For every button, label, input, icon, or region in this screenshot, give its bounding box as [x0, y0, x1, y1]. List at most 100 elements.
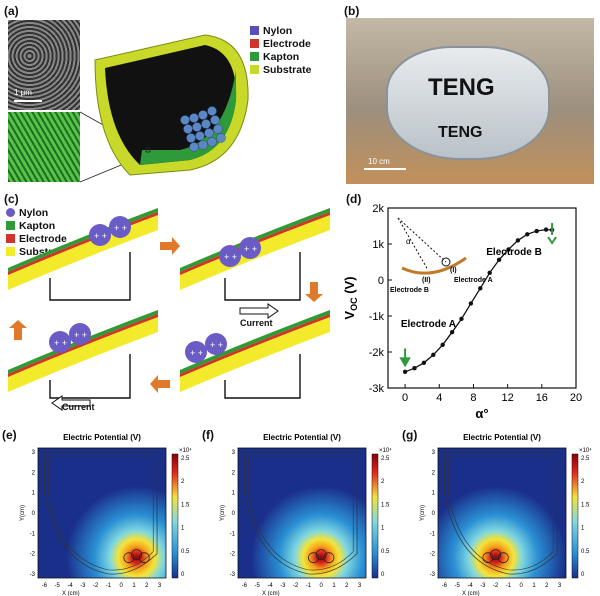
hm-y-tick: 1 [432, 491, 436, 497]
photo-scale-bar [364, 168, 406, 170]
colorbar-tick: 2.5 [181, 456, 190, 462]
y-tick-label: -3k [369, 383, 385, 395]
data-point [412, 366, 417, 371]
panel-f-label: (f) [202, 428, 214, 442]
data-point [421, 360, 427, 365]
inset-electrode-b: Electrode B [390, 287, 429, 294]
hm-x-tick: 2 [145, 583, 149, 589]
heatmap-panel-g: (g) Electric Potential (V) -6 -5 -4 -3 -2 -1 0 1 2… [402, 428, 598, 596]
hm-y-tick: 1 [232, 491, 236, 497]
colorbar-tick: 2 [381, 479, 385, 485]
hm-x-tick: -2 [493, 583, 499, 589]
hm-x-tick: 1 [332, 583, 336, 589]
annotation-electrode-a: Electrode A [401, 319, 456, 330]
hm-x-label: X (cm) [262, 591, 280, 596]
hm-y-tick: 0 [432, 511, 436, 517]
ball-outline [482, 552, 494, 564]
hm-x-tick: -6 [42, 583, 48, 589]
panel-c-label: (c) [4, 192, 19, 206]
heatmap-frame [37, 447, 167, 579]
heatmap-svg: Electric Potential (V) -6 -5 -4 -3 -2 -1 0 1 2 3 3 2… [420, 433, 592, 596]
data-point [468, 301, 474, 306]
inset-label-i: (I) [450, 267, 457, 274]
heatmap-svg: Electric Potential (V) -6 -5 -4 -3 -2 -1 0 1 2 3 3 2… [220, 433, 392, 596]
colorbar [371, 453, 379, 579]
annotation-electrode-b: Electrode B [486, 247, 542, 258]
colorbar-exponent: ×10⁴ [379, 447, 392, 454]
colorbar-tick: 2 [581, 479, 585, 485]
current-label-1: Current [240, 318, 273, 328]
hm-x-tick: -4 [67, 583, 73, 589]
colorbar [171, 453, 179, 579]
x-tick-label: 4 [436, 392, 442, 404]
y-tick-label: 1k [372, 239, 384, 251]
data-point [543, 227, 549, 232]
data-point [515, 238, 521, 243]
hm-x-tick: 3 [358, 583, 362, 589]
data-point [459, 316, 464, 322]
photo-scale-label: 10 cm [368, 157, 390, 166]
colorbar-tick: 2.5 [381, 456, 390, 462]
heatmap-frame [237, 447, 367, 579]
y-tick-label: -1k [369, 311, 385, 323]
heatmap-field [238, 448, 366, 578]
colorbar-tick: 2.5 [581, 456, 590, 462]
device-outline [244, 451, 358, 575]
panel-a-drawing [79, 34, 249, 183]
colorbar-tick: 0.5 [581, 549, 590, 555]
heatmap-row: (e) Electric Potential (V) -6 -5 -4 -3 -2 -1 0 1 2… [0, 428, 600, 596]
hm-y-tick: 3 [232, 450, 236, 456]
hm-y-tick: -2 [430, 552, 436, 558]
hm-x-tick: 1 [532, 583, 536, 589]
heatmap-field [438, 448, 566, 578]
heatmap-svg: Electric Potential (V) -6 -5 -4 -3 -2 -1 0 1 2 3 3 2… [20, 433, 192, 596]
prototype-photo: TENG TENG 10 cm [346, 18, 594, 184]
inset-angle: α [406, 237, 411, 246]
hm-x-tick: -6 [442, 583, 448, 589]
x-tick-label: 0 [402, 392, 408, 404]
panel-e-label: (e) [2, 428, 17, 442]
y-axis-label: VOC (V) [342, 276, 359, 319]
hm-x-tick: -1 [306, 583, 312, 589]
panel-d-label: (d) [346, 192, 362, 206]
colorbar-tick: 0 [581, 572, 585, 578]
panel-g-label: (g) [402, 428, 418, 442]
colorbar-tick: 0.5 [181, 549, 190, 555]
hm-x-tick: -5 [55, 583, 61, 589]
hm-y-tick: -1 [430, 531, 436, 537]
colorbar-tick: 1 [581, 526, 585, 532]
panel-a: (a) 1 μm Nylon Electrode Kapton Substrat… [0, 0, 338, 188]
data-point [478, 286, 483, 291]
ball-outline [138, 552, 150, 564]
hm-x-tick: -2 [93, 583, 99, 589]
colorbar-tick: 1.5 [181, 502, 190, 508]
panel-a-label: (a) [4, 4, 19, 18]
legend-c-nylon: Nylon [6, 206, 67, 219]
heatmap-frame [437, 447, 567, 579]
hm-x-label: X (cm) [462, 591, 480, 596]
hm-y-tick: -2 [30, 552, 36, 558]
hm-x-tick: -1 [506, 583, 512, 589]
hm-x-tick: -3 [80, 583, 86, 589]
hm-x-tick: -4 [467, 583, 473, 589]
hm-x-tick: 1 [132, 583, 136, 589]
data-point [440, 342, 445, 347]
colorbar-exponent: ×10⁴ [579, 447, 592, 454]
sem-scale-label: 1 μm [14, 88, 32, 97]
colorbar-exponent: ×10⁴ [179, 447, 192, 454]
chart-frame [387, 207, 577, 389]
hm-y-tick: -1 [230, 531, 236, 537]
legend-item-nylon: Nylon [250, 24, 311, 37]
data-point [525, 232, 530, 237]
teng-sign-bottom: TENG [438, 124, 483, 141]
panel-b: (b) TENG TENG 10 cm [340, 0, 598, 188]
colorbar-tick: 1.5 [381, 502, 390, 508]
inset-line-1 [397, 217, 429, 271]
hm-y-tick: 1 [32, 491, 36, 497]
device-outline [44, 451, 158, 575]
nanopillar-image [8, 112, 80, 182]
arrow-electrode-a [399, 348, 411, 368]
inset-arc [401, 256, 467, 275]
data-point [496, 257, 502, 263]
hm-y-label: Y(cm) [420, 505, 426, 521]
